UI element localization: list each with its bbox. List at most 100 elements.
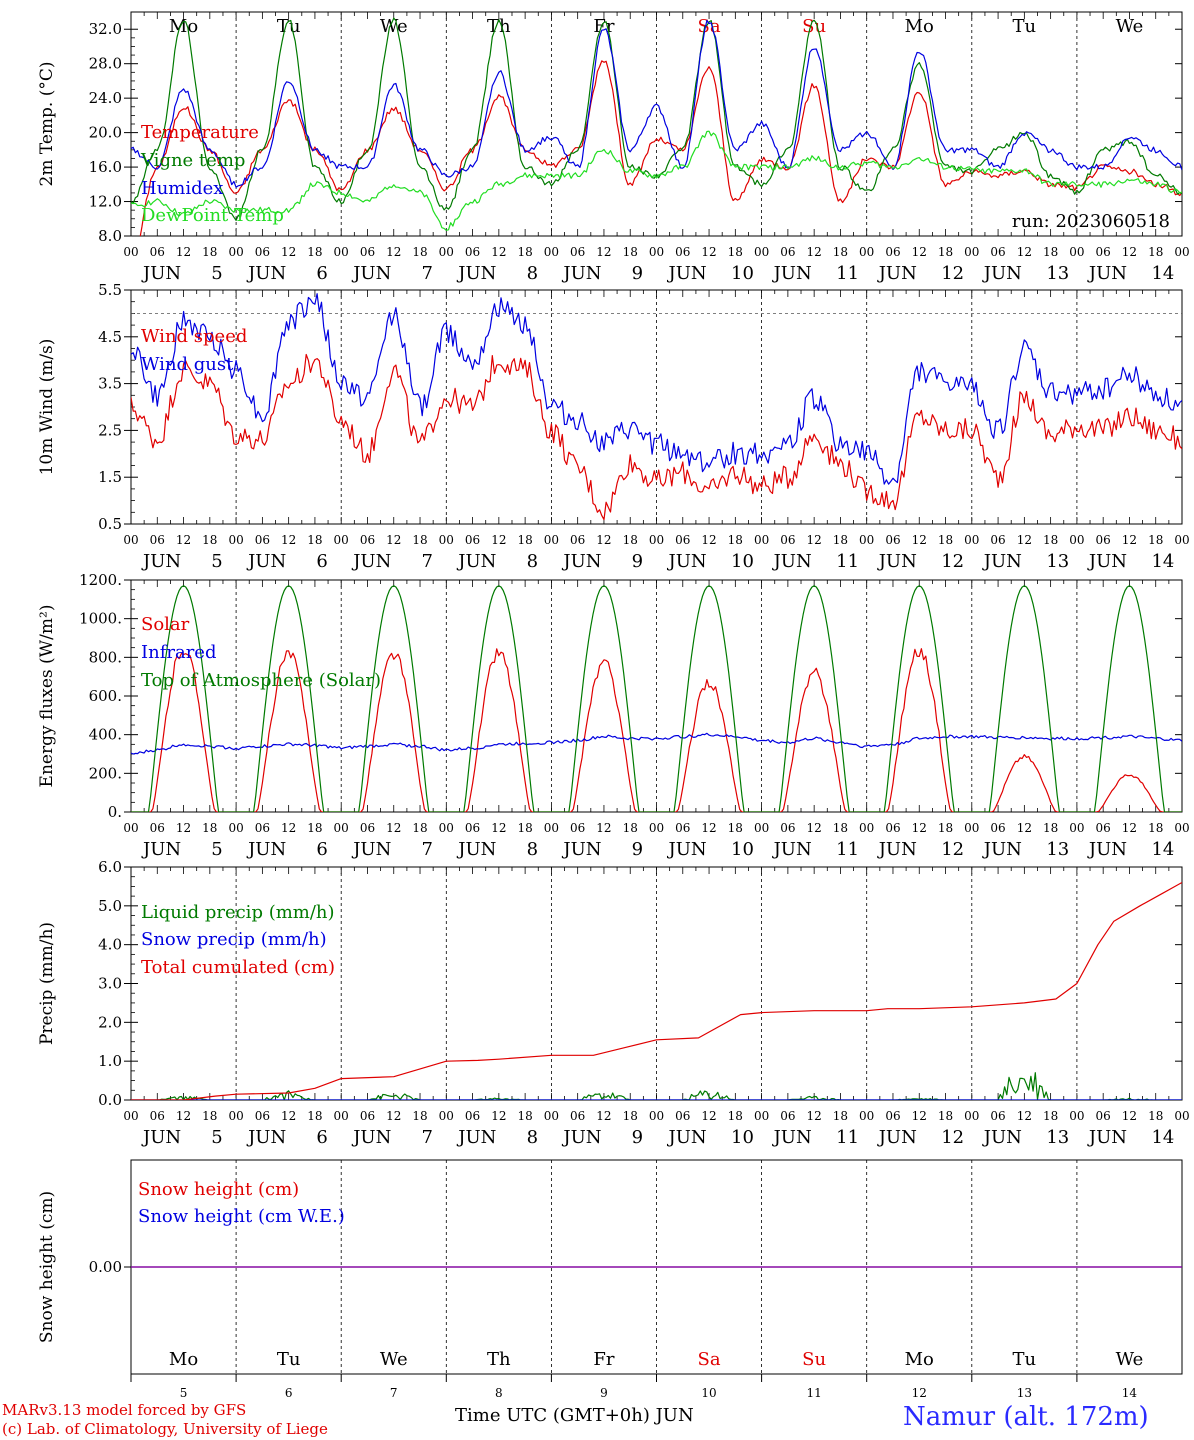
legend-entry: Wind gust [141, 354, 234, 375]
y-tick-label: 4.5 [98, 328, 122, 346]
date-month-label: JUN [667, 551, 707, 572]
hour-tick-label: 12 [1017, 821, 1032, 835]
hour-tick-label: 00 [544, 1109, 559, 1123]
hour-tick-label: 12 [701, 245, 716, 259]
date-month-label: JUN [246, 551, 286, 572]
legend-entry: Snow height (cm) [138, 1179, 299, 1200]
hour-tick-label: 12 [912, 1109, 927, 1123]
hour-tick-label: 18 [412, 533, 427, 547]
series-line-top-of-atmosphere-solar- [131, 585, 1182, 812]
hour-tick-label: 06 [885, 821, 900, 835]
hour-tick-label: 06 [255, 1109, 270, 1123]
date-day-label: 5 [211, 263, 222, 284]
hour-tick-label: 18 [623, 533, 638, 547]
hour-tick-label: 06 [570, 821, 585, 835]
hour-tick-label: 18 [202, 533, 217, 547]
date-day-label: 12 [941, 551, 964, 572]
series-line-dewpoint-temp [131, 130, 1182, 231]
hour-tick-label: 06 [360, 533, 375, 547]
hour-tick-label: 12 [596, 1109, 611, 1123]
y-axis-label: 10m Wind (m/s) [37, 339, 57, 476]
hour-tick-label: 06 [780, 245, 795, 259]
legend-entry: Top of Atmosphere (Solar) [141, 670, 381, 691]
day-name-label: Sa [698, 16, 721, 37]
date-day-label: 9 [632, 263, 643, 284]
y-tick-label: 20.0 [89, 124, 122, 142]
hour-tick-label: 12 [807, 533, 822, 547]
hour-tick-label: 12 [176, 533, 191, 547]
date-month-label: JUN [456, 839, 496, 860]
y-tick-label: 32.0 [89, 20, 122, 38]
y-tick-label: 1200. [79, 571, 122, 589]
series-line-humidex [131, 19, 1182, 188]
hour-tick-label: 00 [964, 1109, 979, 1123]
hour-tick-label: 18 [833, 245, 848, 259]
date-day-label: 14 [1151, 839, 1174, 860]
y-axis-label: 2m Temp. (°C) [37, 61, 57, 186]
hour-tick-label: 00 [649, 1109, 664, 1123]
date-day-label: 14 [1151, 1127, 1174, 1148]
date-month-label: JUN [772, 839, 812, 860]
date-day-label: 8 [527, 263, 538, 284]
hour-tick-label: 18 [728, 821, 743, 835]
hour-tick-label: 06 [360, 245, 375, 259]
date-month-label: JUN [351, 1127, 391, 1148]
date-month-label: JUN [561, 263, 601, 284]
panel-2: 0.5 1.5 2.5 3.5 4.5 5.5 10m Wind (m/s) 00 06 12 18… [37, 281, 1190, 572]
hour-tick-label: 18 [1043, 1109, 1058, 1123]
date-day-label: 9 [632, 839, 643, 860]
hour-tick-label: 18 [202, 245, 217, 259]
hour-tick-label: 12 [1017, 1109, 1032, 1123]
hour-tick-label: 00 [439, 821, 454, 835]
date-month-label: JUN [772, 1127, 812, 1148]
hour-tick-label: 18 [517, 821, 532, 835]
hour-tick-label: 18 [728, 245, 743, 259]
day-name-label: We [380, 16, 408, 37]
y-tick-label: 16.0 [89, 158, 122, 176]
day-name-label: We [1116, 1349, 1144, 1370]
hour-tick-label: 00 [1174, 821, 1189, 835]
hour-tick-label: 00 [334, 821, 349, 835]
hour-tick-label: 18 [1148, 1109, 1163, 1123]
y-axis-label: Energy fluxes (W/m²) [37, 605, 57, 788]
hour-tick-label: 06 [1096, 821, 1111, 835]
date-day-label: 6 [316, 1127, 327, 1148]
day-name-label: Th [487, 1349, 511, 1370]
date-month-label: JUN [982, 263, 1022, 284]
hour-tick-label: 18 [307, 245, 322, 259]
date-day-label: 11 [836, 551, 859, 572]
date-day-label: 5 [211, 839, 222, 860]
date-month-label: JUN [982, 1127, 1022, 1148]
hour-tick-label: 00 [964, 821, 979, 835]
hour-tick-label: 18 [1043, 245, 1058, 259]
date-number-label: 5 [180, 1386, 188, 1400]
hour-tick-label: 12 [1122, 1109, 1137, 1123]
hour-tick-label: 06 [255, 533, 270, 547]
day-name-label: Su [802, 16, 826, 37]
hour-tick-label: 06 [990, 533, 1005, 547]
hour-tick-label: 06 [990, 1109, 1005, 1123]
date-day-label: 6 [316, 551, 327, 572]
hour-tick-label: 18 [517, 245, 532, 259]
y-tick-label: 1.0 [98, 1052, 122, 1070]
hour-tick-label: 00 [544, 533, 559, 547]
date-month-label: JUN [667, 839, 707, 860]
hour-tick-label: 06 [150, 1109, 165, 1123]
hour-tick-label: 12 [912, 821, 927, 835]
date-month-label: JUN [141, 263, 181, 284]
panel-3: 0. 200. 400. 600. 800. 1000. 1200. Energy fluxe… [37, 571, 1190, 860]
legend-entry: Solar [141, 614, 190, 635]
hour-tick-label: 12 [176, 1109, 191, 1123]
hour-tick-label: 12 [1122, 245, 1137, 259]
hour-tick-label: 00 [859, 533, 874, 547]
date-day-label: 6 [316, 263, 327, 284]
day-name-label: Mo [905, 1349, 934, 1370]
hour-tick-label: 00 [754, 1109, 769, 1123]
hour-tick-label: 12 [1017, 245, 1032, 259]
hour-tick-label: 06 [780, 1109, 795, 1123]
date-month-label: JUN [877, 263, 917, 284]
y-tick-label: 800. [89, 648, 122, 666]
date-day-label: 14 [1151, 551, 1174, 572]
hour-tick-label: 06 [465, 821, 480, 835]
